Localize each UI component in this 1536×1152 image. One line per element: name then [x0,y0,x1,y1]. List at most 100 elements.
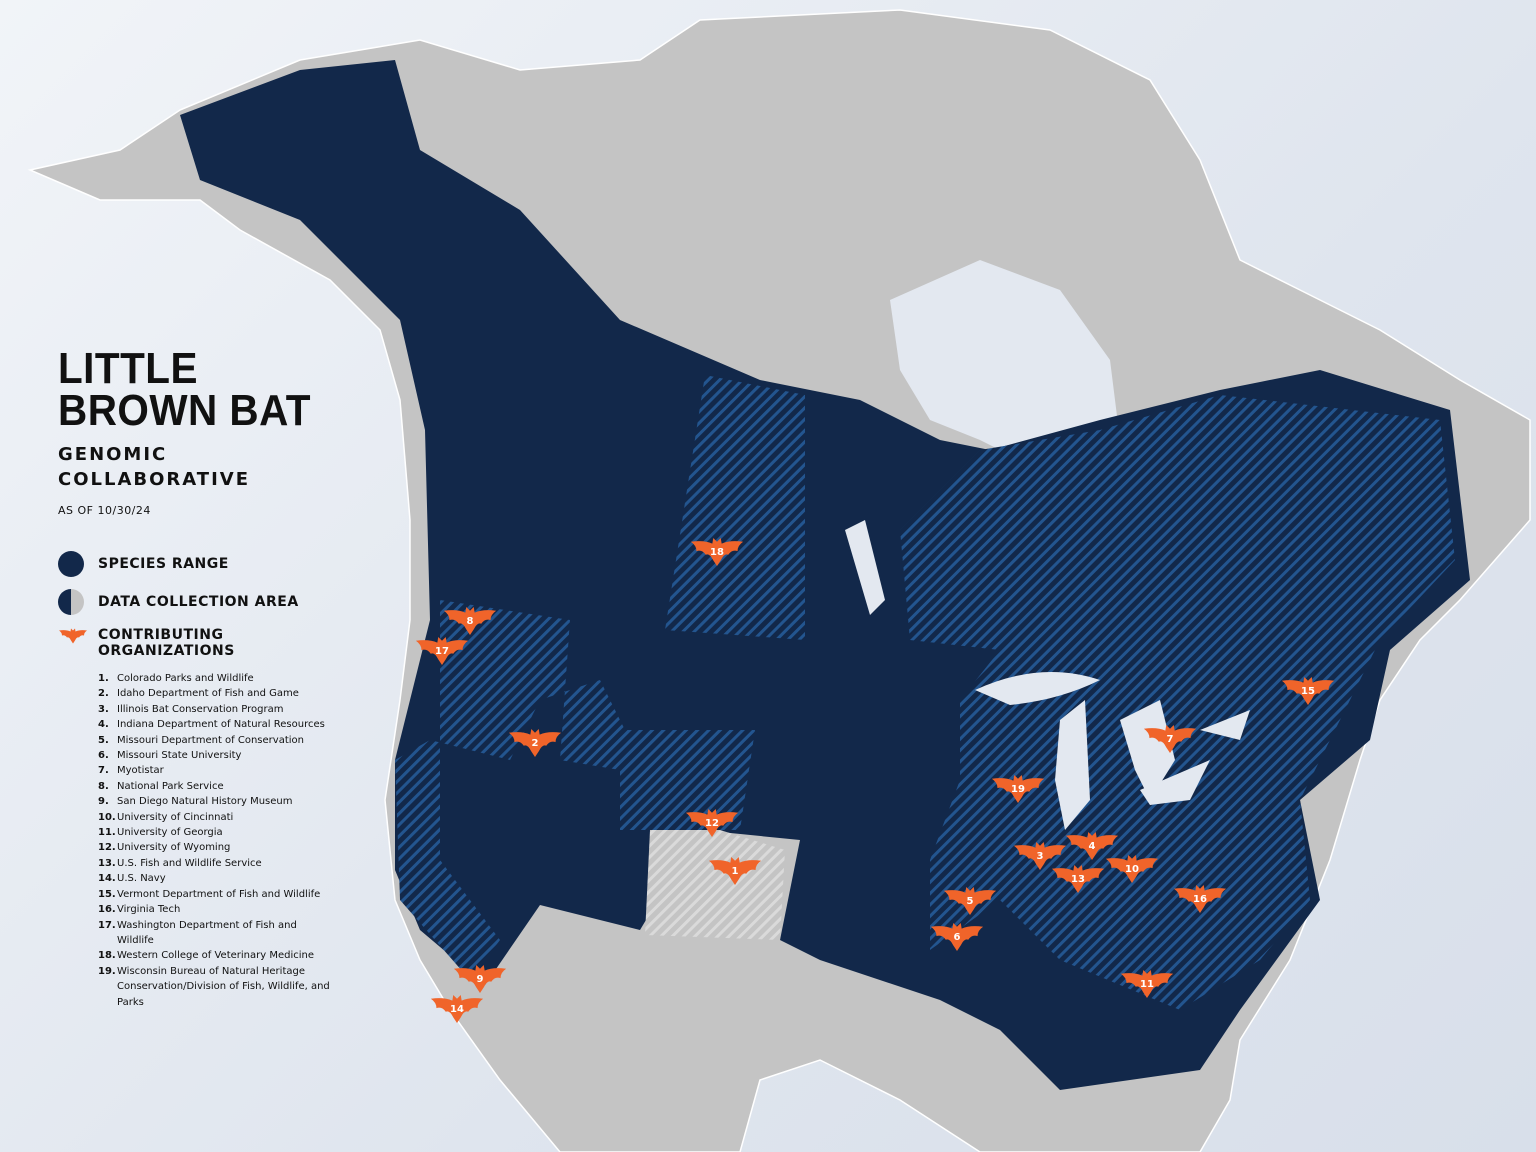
organization-number: 12. [98,842,116,854]
marker-number: 13 [1071,874,1085,885]
marker-number: 5 [967,896,974,907]
bat-marker-19[interactable]: 19 [991,775,1045,803]
orgs-label-line-2: ORGANIZATIONS [98,643,235,659]
organization-name: Colorado Parks and Wildlife [117,673,254,684]
organization-name: Western College of Veterinary Medicine [117,950,315,962]
marker-number: 6 [954,932,961,943]
legend-data-collection: DATA COLLECTION AREA [58,589,333,615]
organization-item: 17. Washington Department of Fish and Wil… [98,918,333,949]
bat-marker-12[interactable]: 12 [685,809,739,837]
marker-number: 14 [450,1004,464,1015]
organization-name: Myotistar [117,765,164,777]
bat-marker-5[interactable]: 5 [943,887,997,915]
marker-number: 15 [1301,686,1315,697]
bat-marker-2[interactable]: 2 [508,729,562,757]
organization-item: 3. Illinois Bat Conservation Program [98,702,333,717]
organization-item: 6. Missouri State University [98,748,333,763]
organization-name: Virginia Tech [117,904,181,916]
organization-number: 6. [98,750,109,762]
organization-item: 1. Colorado Parks and Wildlife [98,671,333,686]
organization-name: Indiana Department of Natural Resources [117,719,325,731]
subtitle-line-1: GENOMIC [58,444,168,465]
bat-marker-17[interactable]: 17 [415,637,469,665]
organization-name: University of Georgia [117,827,223,839]
organization-name: Missouri Department of Conservation [117,734,304,746]
organization-item: 5. Missouri Department of Conservation [98,733,333,748]
organization-name: Wisconsin Bureau of Natural Heritage Con… [117,965,330,1008]
organization-item: 7. Myotistar [98,763,333,778]
bat-marker-14[interactable]: 14 [430,995,484,1023]
organization-number: 19. [98,965,116,977]
data-collection-label: DATA COLLECTION AREA [98,594,299,610]
organization-number: 8. [98,780,109,792]
bat-marker-13[interactable]: 13 [1051,865,1105,893]
bat-marker-18[interactable]: 18 [690,538,744,566]
map-legend: LITTLE BROWN BAT GENOMIC COLLABORATIVE A… [58,344,333,1010]
contributing-orgs-label: CONTRIBUTING ORGANIZATIONS [98,627,235,659]
bat-marker-3[interactable]: 3 [1013,842,1067,870]
organization-name: Illinois Bat Conservation Program [117,703,284,715]
organization-number: 1. [98,673,109,684]
organization-number: 14. [98,873,116,885]
organization-name: University of Wyoming [117,842,231,854]
bat-marker-1[interactable]: 1 [708,857,762,885]
bat-marker-11[interactable]: 11 [1120,970,1174,998]
organization-name: Idaho Department of Fish and Game [117,688,299,700]
organization-item: 4. Indiana Department of Natural Resource… [98,717,333,732]
bat-marker-9[interactable]: 9 [453,965,507,993]
organization-item: 16. Virginia Tech [98,902,333,917]
organization-item: 18. Western College of Veterinary Medicin… [98,948,333,963]
organization-name: San Diego Natural History Museum [117,796,293,808]
organization-number: 7. [98,765,109,777]
organization-item: 12. University of Wyoming [98,840,333,855]
data-collection-area-saskatchewan [665,375,805,640]
organization-item: 9. San Diego Natural History Museum [98,794,333,809]
organization-item: 13. U.S. Fish and Wildlife Service [98,856,333,871]
map-title: LITTLE BROWN BAT [58,344,311,433]
organization-name: National Park Service [117,780,224,792]
organization-number: 13. [98,857,116,869]
organization-number: 5. [98,734,109,746]
organization-item: 19. Wisconsin Bureau of Natural Heritage … [98,964,333,1010]
organization-number: 9. [98,796,109,808]
bat-marker-10[interactable]: 10 [1105,855,1159,883]
organization-name: University of Cincinnati [117,811,234,823]
organization-item: 10. University of Cincinnati [98,810,333,825]
organization-name: Missouri State University [117,750,242,762]
organization-item: 8. National Park Service [98,779,333,794]
organization-number: 16. [98,904,116,916]
organization-item: 14. U.S. Navy [98,871,333,886]
species-range-label: SPECIES RANGE [98,556,229,572]
legend-contributing-orgs: CONTRIBUTING ORGANIZATIONS [58,627,333,659]
organization-name: Vermont Department of Fish and Wildlife [117,888,321,900]
marker-number: 4 [1089,841,1096,852]
marker-number: 19 [1011,784,1025,795]
legend-species-range: SPECIES RANGE [58,551,333,577]
data-collection-area-northwest [395,600,755,980]
bat-marker-16[interactable]: 16 [1173,885,1227,913]
bat-marker-6[interactable]: 6 [930,923,984,951]
organization-number: 18. [98,950,116,962]
marker-number: 3 [1037,851,1044,862]
bat-marker-15[interactable]: 15 [1281,677,1335,705]
bat-marker-8[interactable]: 8 [443,607,497,635]
marker-number: 16 [1193,894,1207,905]
organization-item: 15. Vermont Department of Fish and Wildli… [98,887,333,902]
marker-number: 2 [532,738,539,749]
organization-number: 11. [98,827,116,839]
as-of-date: AS OF 10/30/24 [58,504,151,517]
organization-item: 11. University of Georgia [98,825,333,840]
organization-number: 10. [98,811,116,823]
organization-number: 17. [98,919,116,931]
marker-number: 8 [467,616,474,627]
title-line-1: LITTLE [58,344,198,393]
organization-list: 1. Colorado Parks and Wildlife 2. Idaho Dep… [98,671,333,1010]
marker-number: 12 [705,818,719,829]
organization-name: Washington Department of Fish and Wildli… [117,919,297,946]
marker-number: 17 [435,646,449,657]
marker-number: 1 [732,866,739,877]
organization-number: 3. [98,703,109,715]
bat-marker-7[interactable]: 7 [1143,725,1197,753]
bat-marker-4[interactable]: 4 [1065,832,1119,860]
